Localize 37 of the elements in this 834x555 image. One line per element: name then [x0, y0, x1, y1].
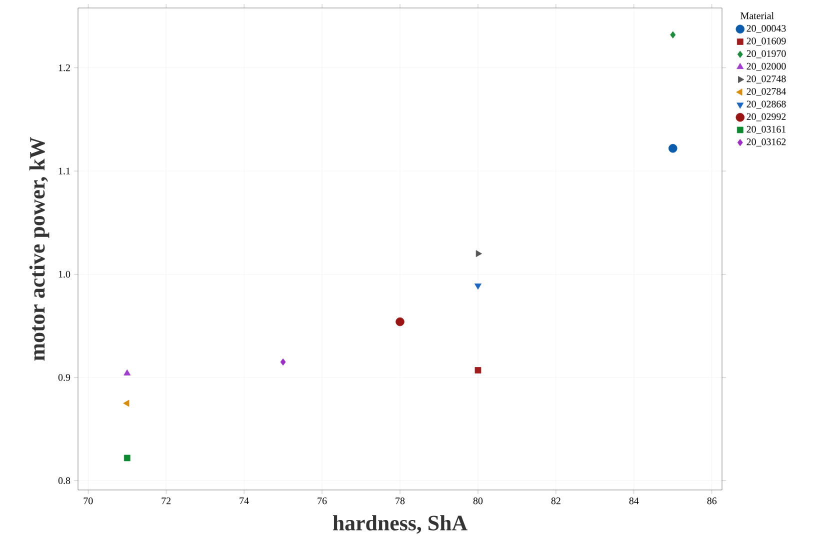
legend-label: 20_02992	[746, 113, 786, 122]
legend-label: 20_00043	[746, 25, 786, 33]
point	[474, 367, 482, 374]
x-tick-label: 72	[162, 498, 171, 504]
legend-label: 20_02784	[746, 88, 786, 96]
x-tick-label: 74	[240, 498, 249, 504]
point	[124, 454, 130, 462]
legend-label: 20_02000	[746, 62, 786, 71]
point	[396, 317, 404, 326]
x-tick-label: 84	[629, 498, 639, 504]
point	[474, 284, 482, 290]
legend-label: 20_02748	[746, 75, 786, 84]
legend-label: 20_03161	[746, 126, 786, 134]
point	[670, 31, 676, 38]
point	[123, 400, 130, 407]
point	[280, 358, 286, 366]
legend-title: Material	[740, 12, 774, 20]
legend-label: 20_03162	[746, 138, 786, 146]
point	[124, 369, 131, 376]
x-tick-label: 70	[84, 498, 93, 504]
x-tick-label: 80	[473, 498, 483, 504]
x-tick-label: 82	[551, 498, 560, 504]
x-tick-label: 76	[318, 498, 327, 504]
point	[668, 144, 678, 153]
x-tick-label: 78	[396, 498, 405, 504]
y-tick-label: 1.0	[58, 270, 70, 278]
point	[476, 250, 482, 258]
x-tick-label: 86	[707, 498, 717, 504]
y-axis-title: motor active power, kW	[29, 137, 50, 361]
y-tick-label: 0.8	[58, 477, 70, 484]
legend-label: 20_02868	[746, 100, 786, 109]
legend-label: 20_01970	[746, 50, 786, 58]
y-tick-label: 1.2	[58, 64, 70, 72]
legend-label: 20_01609	[746, 38, 786, 46]
y-tick-label: 0.9	[58, 374, 70, 381]
x-axis-title: hardness, ShA	[332, 515, 468, 534]
y-tick-label: 1.1	[58, 168, 70, 174]
